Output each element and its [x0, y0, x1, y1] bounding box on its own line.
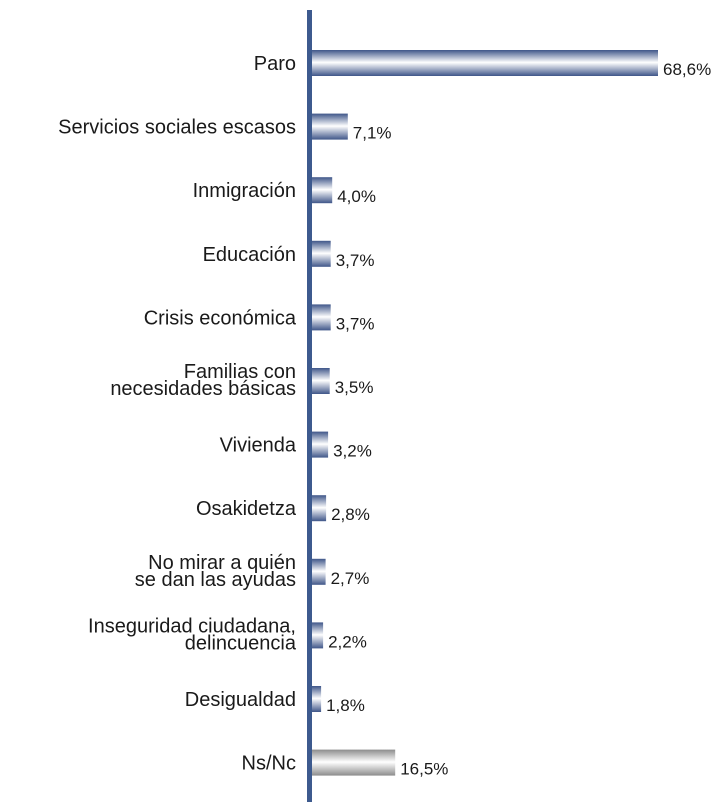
- y-axis-line: [307, 10, 312, 802]
- category-label-line: necesidades básicas: [110, 378, 296, 400]
- category-label-line: Inmigración: [193, 180, 296, 202]
- value-label-0: 68,6%: [663, 60, 711, 79]
- bars-layer: [312, 50, 658, 776]
- category-label-6: Vivienda: [220, 435, 297, 457]
- category-labels: Paro Servicios sociales escasos Inmigració…: [58, 53, 297, 775]
- category-label-line: Familias con: [184, 361, 296, 383]
- category-label-line: Paro: [254, 53, 296, 75]
- value-label-7: 2,8%: [331, 505, 370, 524]
- bar-2: [312, 177, 333, 204]
- category-label-0: Paro: [254, 53, 296, 75]
- bar-0: [312, 50, 658, 76]
- bar-10: [312, 686, 322, 712]
- value-label-9: 2,2%: [328, 632, 367, 651]
- value-label-10: 1,8%: [326, 696, 365, 715]
- value-label-4: 3,7%: [336, 314, 375, 333]
- category-label-line: No mirar a quién: [148, 552, 296, 574]
- value-labels: 68,6% 7,1% 4,0% 3,7% 3,7% 3,5% 3,2% 2,8% 2,7% 2,2…: [326, 60, 711, 779]
- value-label-5: 3,5%: [335, 378, 374, 397]
- bar-8: [312, 558, 326, 585]
- category-label-8: No mirar a quién se dan las ayudas: [135, 552, 296, 591]
- value-label-3: 3,7%: [336, 251, 375, 270]
- category-label-line: delincuencia: [185, 632, 297, 654]
- category-label-2: Inmigración: [193, 180, 296, 202]
- category-label-7: Osakidetza: [196, 498, 297, 520]
- category-label-9: Inseguridad ciudadana, delincuencia: [88, 615, 297, 654]
- value-label-8: 2,7%: [331, 569, 370, 588]
- category-label-line: Educación: [203, 244, 296, 266]
- category-label-line: Vivienda: [220, 435, 297, 457]
- value-label-2: 4,0%: [337, 187, 376, 206]
- category-label-line: se dan las ayudas: [135, 569, 296, 591]
- category-label-line: Desigualdad: [185, 689, 296, 711]
- value-label-11: 16,5%: [400, 760, 448, 779]
- value-label-1: 7,1%: [353, 124, 392, 143]
- bar-11: [312, 749, 396, 776]
- category-label-line: Inseguridad ciudadana,: [88, 615, 296, 637]
- value-label-6: 3,2%: [333, 442, 372, 461]
- category-label-3: Educación: [203, 244, 296, 266]
- category-label-line: Servicios sociales escasos: [58, 117, 296, 139]
- category-label-line: Ns/Nc: [242, 753, 296, 775]
- bar-5: [312, 368, 330, 394]
- category-label-5: Familias con necesidades básicas: [110, 361, 296, 400]
- bar-9: [312, 622, 324, 649]
- category-label-10: Desigualdad: [185, 689, 296, 711]
- bar-3: [312, 240, 331, 267]
- category-label-4: Crisis económica: [144, 307, 297, 329]
- category-label-line: Osakidetza: [196, 498, 297, 520]
- bar-6: [312, 431, 329, 458]
- category-label-1: Servicios sociales escasos: [58, 117, 296, 139]
- bar-1: [312, 113, 348, 140]
- category-label-line: Crisis económica: [144, 307, 297, 329]
- bar-7: [312, 495, 327, 522]
- bar-4: [312, 304, 331, 331]
- category-label-11: Ns/Nc: [242, 753, 296, 775]
